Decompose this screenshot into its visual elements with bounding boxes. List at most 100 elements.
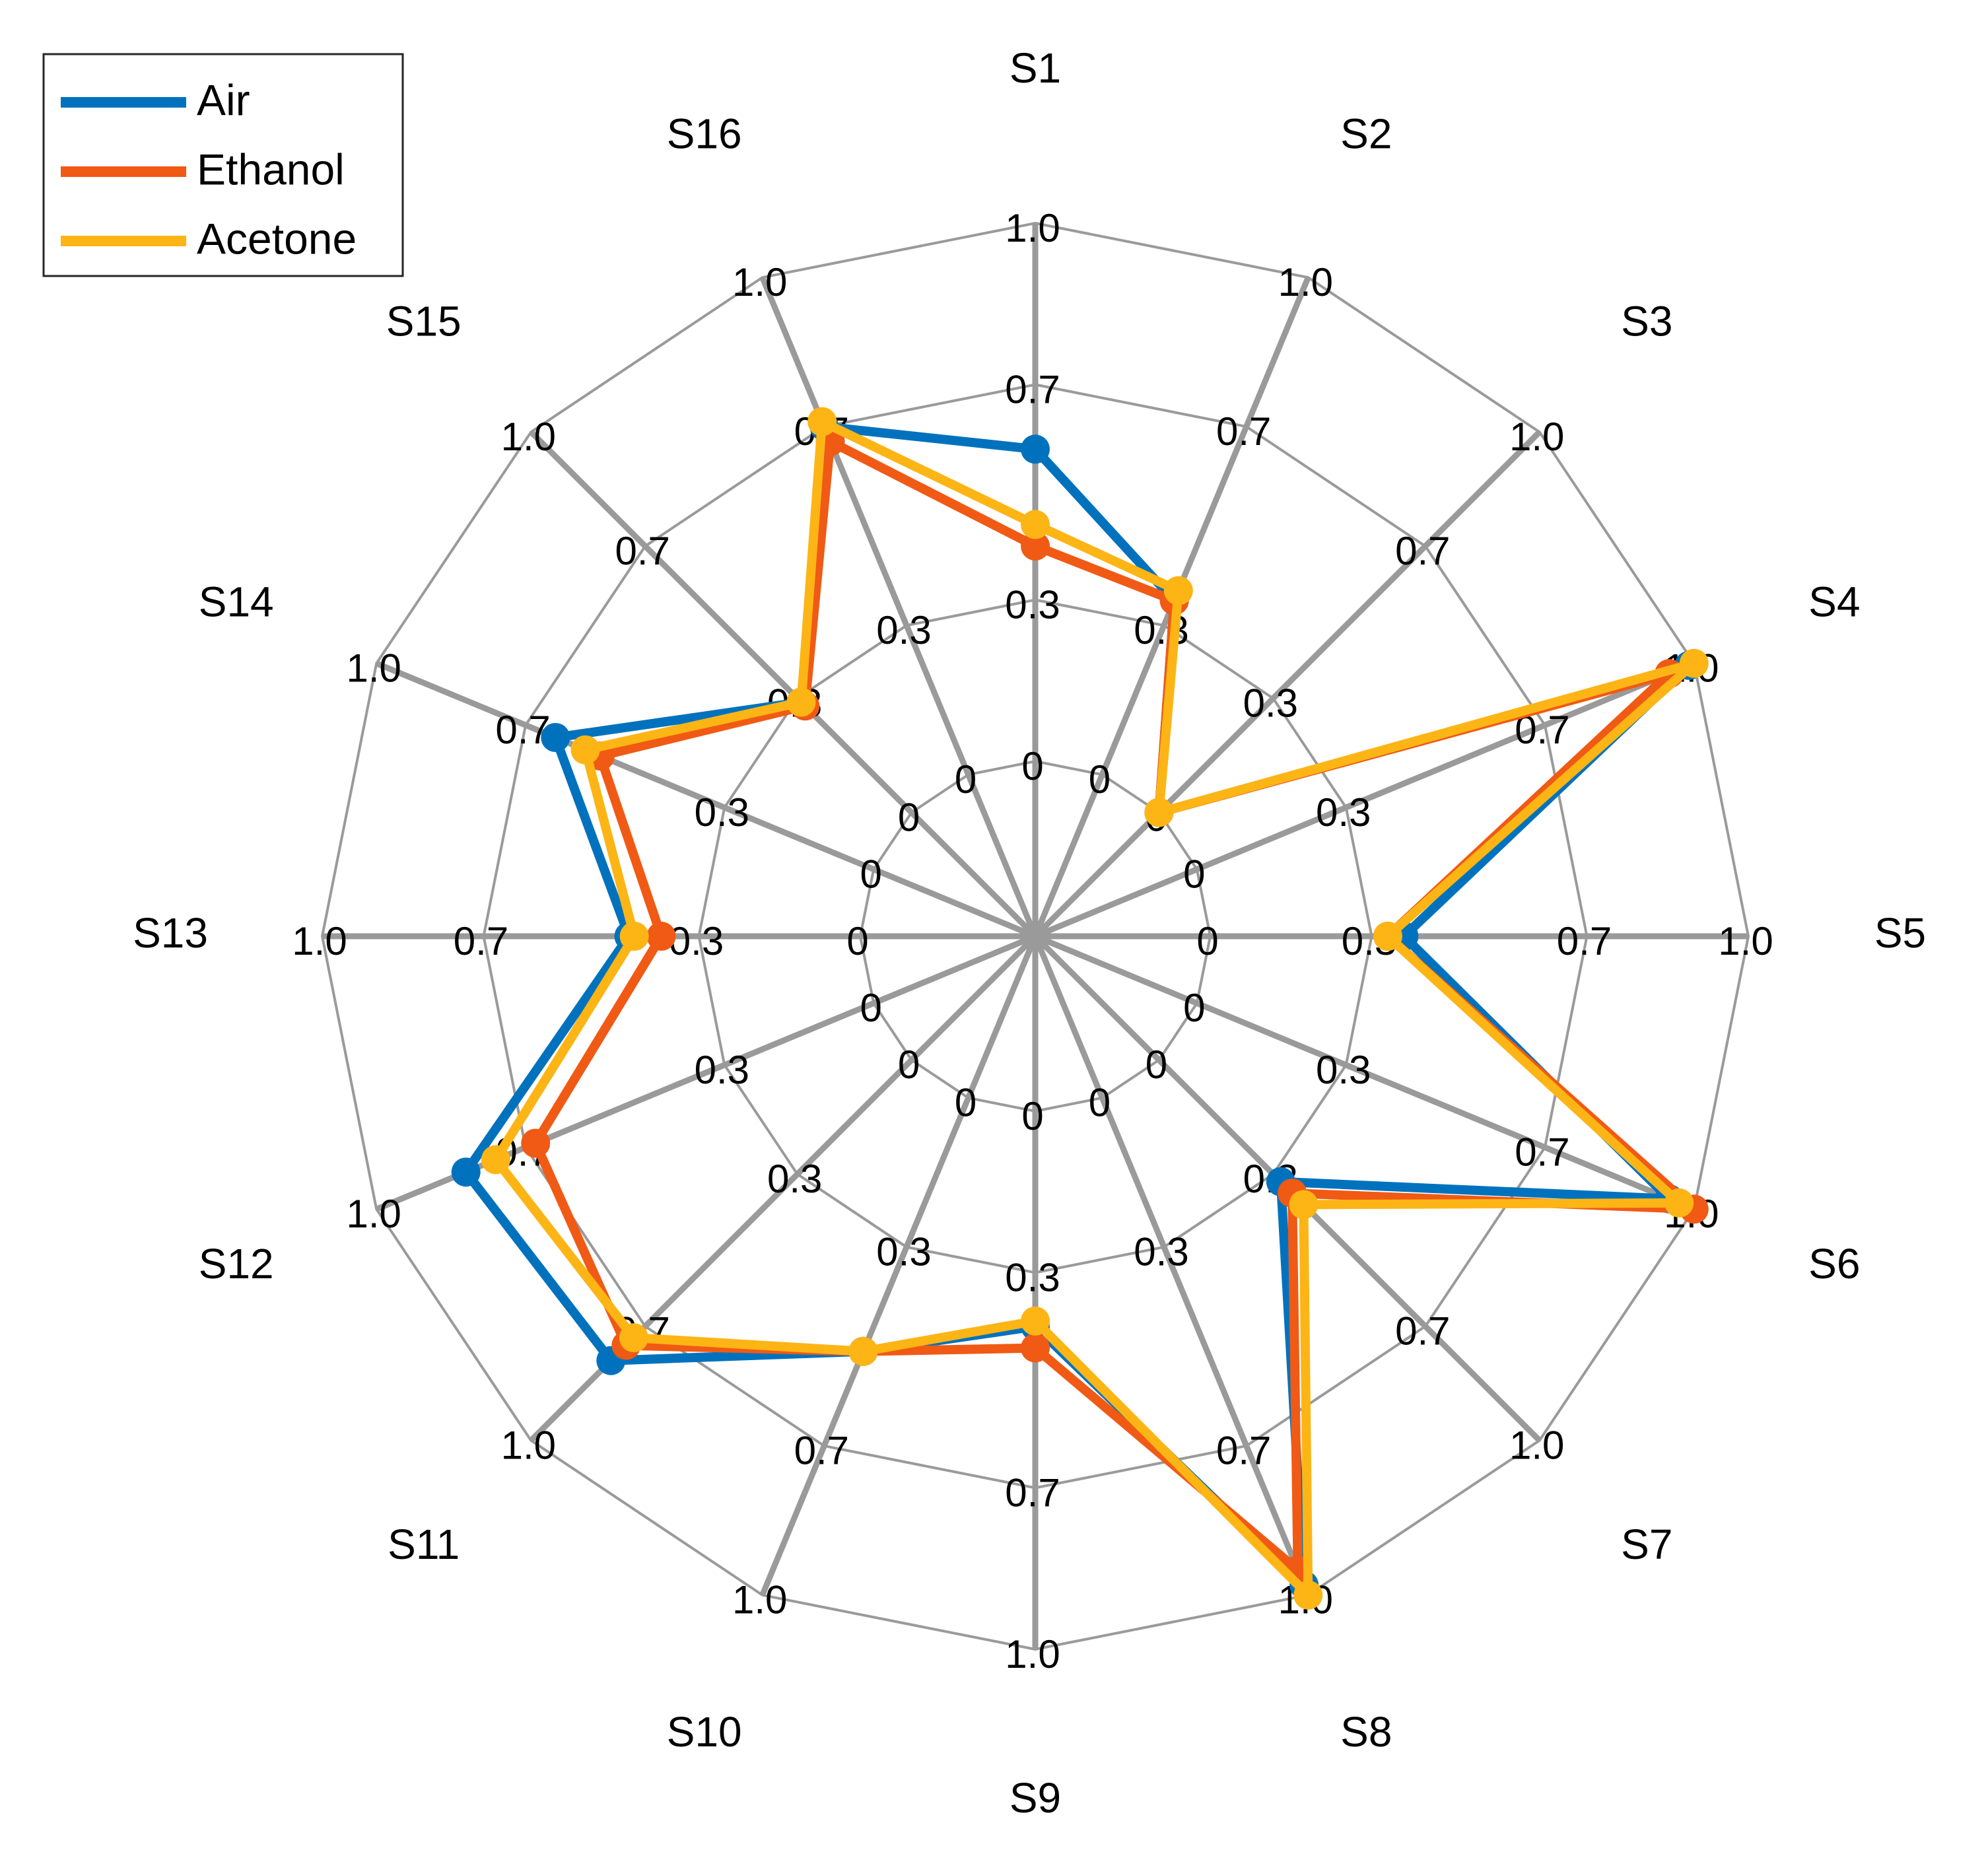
tick-label: 0.3 <box>1316 1048 1371 1092</box>
legend-label: Ethanol <box>197 145 345 193</box>
data-point <box>619 922 649 951</box>
data-point <box>1021 532 1050 561</box>
axis-label: S5 <box>1874 909 1926 957</box>
axis-label: S14 <box>199 578 274 626</box>
tick-label: 0 <box>1021 1094 1043 1138</box>
axis-label: S6 <box>1808 1240 1860 1288</box>
series-line <box>461 422 1694 1590</box>
tick-label: 0 <box>860 986 882 1030</box>
axis-label: S15 <box>386 298 462 345</box>
tick-label: 0.3 <box>1005 582 1060 627</box>
legend-label: Acetone <box>197 214 357 263</box>
data-point <box>541 723 570 752</box>
axis-label: S1 <box>1010 44 1061 92</box>
axis-spoke <box>1034 660 1696 940</box>
data-point <box>1144 798 1174 827</box>
tick-label: 1.0 <box>346 646 401 691</box>
data-point <box>1679 648 1709 678</box>
data-point <box>1163 576 1193 605</box>
tick-label: 0.7 <box>794 1429 849 1473</box>
tick-label: 0.7 <box>1216 409 1271 454</box>
axis-label: S8 <box>1340 1708 1392 1756</box>
tick-label: 0.3 <box>1316 790 1371 835</box>
axis-label: S10 <box>667 1708 742 1756</box>
data-point <box>1373 922 1402 951</box>
legend-label: Air <box>197 75 250 124</box>
axis-label: S9 <box>1010 1774 1061 1822</box>
axis-spoke <box>1034 933 1696 1212</box>
axis-label: S16 <box>667 110 742 158</box>
tick-label: 0.3 <box>695 1048 749 1092</box>
series-air <box>451 412 1704 1600</box>
tick-label: 0 <box>955 1081 977 1125</box>
data-point <box>786 687 816 717</box>
tick-label: 0.7 <box>1216 1429 1271 1473</box>
tick-label: 0 <box>1146 1043 1167 1087</box>
tick-label: 0.3 <box>876 1230 931 1274</box>
tick-label: 0 <box>1089 757 1111 802</box>
tick-label: 1.0 <box>732 1578 787 1622</box>
axis-spoke <box>759 276 1039 938</box>
data-point <box>807 407 837 436</box>
legend: Air Ethanol Acetone <box>42 53 404 277</box>
tick-label: 1.0 <box>1509 1424 1564 1468</box>
tick-label: 0 <box>1196 919 1218 963</box>
tick-label: 0.7 <box>1395 529 1450 573</box>
tick-label: 0.3 <box>695 790 749 835</box>
tick-label: 0.3 <box>669 919 724 963</box>
data-point <box>848 1336 878 1366</box>
data-point <box>1021 434 1050 464</box>
tick-label: 1.0 <box>292 919 347 963</box>
tick-label: 1.0 <box>501 1424 556 1468</box>
tick-label: 0 <box>1183 986 1205 1030</box>
tick-label: 1.0 <box>1005 206 1060 250</box>
tick-label: 1.0 <box>1509 415 1564 459</box>
tick-label: 0 <box>1183 852 1205 896</box>
tick-label: 1.0 <box>1278 260 1333 304</box>
data-point <box>481 1145 510 1175</box>
tick-label: 0.3 <box>1243 681 1298 726</box>
tick-label: 0.3 <box>1134 1230 1188 1274</box>
tick-label: 0 <box>1021 744 1043 788</box>
tick-label: 0.7 <box>615 529 669 573</box>
tick-label: 0.7 <box>1515 1130 1569 1175</box>
axis-spoke <box>529 430 1038 939</box>
axis-label: S7 <box>1621 1521 1672 1568</box>
axis-label: S4 <box>1808 578 1860 626</box>
data-point <box>1289 1190 1319 1219</box>
data-series <box>451 407 1709 1610</box>
data-point <box>1021 1306 1050 1336</box>
tick-label: 0.7 <box>454 919 508 963</box>
tick-label: 0 <box>955 757 977 802</box>
data-point <box>1021 510 1050 539</box>
tick-label: 0.3 <box>1005 1255 1060 1299</box>
tick-label: 0.7 <box>1005 1470 1060 1515</box>
tick-label: 0 <box>1089 1081 1111 1125</box>
tick-label: 1.0 <box>1718 919 1773 963</box>
tick-label: 0.3 <box>767 1157 822 1201</box>
axis-label: S12 <box>199 1240 274 1288</box>
data-point <box>1664 1188 1694 1218</box>
data-point <box>619 1323 648 1353</box>
tick-label: 1.0 <box>346 1192 401 1236</box>
series-acetone <box>481 407 1709 1610</box>
axis-spoke <box>1033 430 1542 939</box>
tick-label: 0 <box>898 795 920 839</box>
data-point <box>521 1128 551 1158</box>
axis-spoke <box>375 660 1037 940</box>
axis-label: S3 <box>1621 298 1672 345</box>
axis-spoke <box>1032 935 1311 1596</box>
tick-label: 0.3 <box>876 608 931 652</box>
tick-label: 1.0 <box>732 260 787 304</box>
data-point <box>570 735 600 765</box>
tick-label: 0.7 <box>495 708 550 752</box>
axis-label: S11 <box>388 1521 460 1568</box>
tick-label: 0.7 <box>1557 919 1612 963</box>
data-point <box>1293 1580 1323 1610</box>
axis-spoke <box>759 935 1039 1596</box>
axis-labels: S1 S2 S3 S4 S5 S6 S7 S8 S9 S10 S11 S12 S13 S14 S15 S16 <box>133 44 1926 1822</box>
tick-label: 0 <box>846 919 868 963</box>
data-point <box>451 1157 481 1187</box>
axis-label: S2 <box>1340 110 1392 158</box>
